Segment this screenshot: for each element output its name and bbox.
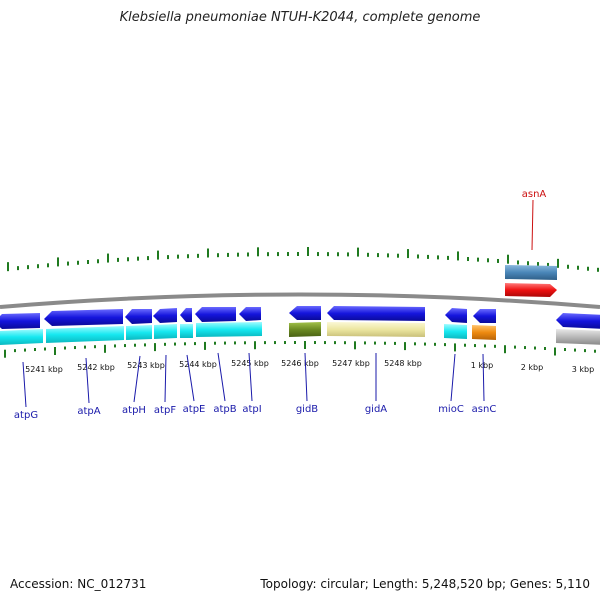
map-title: Klebsiella pneumoniae NTUH-K2044, comple… — [119, 10, 481, 25]
steel-feature — [505, 265, 557, 280]
cds-feature — [327, 306, 425, 321]
scale-label: 2 kbp — [521, 363, 543, 372]
leader-line — [133, 355, 141, 403]
feature-row-top — [505, 265, 557, 297]
cyan-feature — [180, 324, 193, 338]
cyan-feature — [196, 322, 262, 337]
topology-summary: Topology: circular; Length: 5,248,520 bp… — [260, 577, 590, 591]
cyan-feature — [0, 329, 43, 345]
gene-label: atpB — [213, 404, 236, 415]
feature-row-secondary — [0, 322, 600, 345]
cyan-feature — [126, 325, 152, 340]
cyan-feature — [46, 326, 124, 343]
khaki-feature — [327, 322, 425, 337]
scale-label: 5247 kbp — [332, 359, 370, 368]
asnA-feature — [505, 283, 557, 297]
gene-label: atpI — [242, 404, 261, 415]
leader-line — [450, 353, 456, 402]
leader-line — [482, 353, 485, 402]
cds-feature — [180, 308, 192, 322]
gene-label: gidB — [296, 404, 318, 415]
scale-labels: 5241 kbp 5242 kbp 5243 kbp 5244 kbp 5245 kbp… — [25, 359, 594, 374]
scale-label: 1 kbp — [471, 361, 493, 370]
accession-text: Accession: NC_012731 — [10, 577, 147, 591]
leader-line — [22, 361, 27, 408]
cds-feature — [153, 308, 177, 323]
leader-line — [248, 352, 253, 402]
gene-label: atpF — [154, 405, 176, 416]
cds-feature — [125, 309, 152, 324]
leader-line — [217, 352, 226, 402]
scale-label: 5244 kbp — [179, 360, 217, 369]
gene-label: gidA — [365, 404, 387, 415]
scale-label: 5246 kbp — [281, 359, 319, 368]
gene-label: atpE — [183, 404, 206, 415]
leader-line — [304, 352, 308, 402]
leader-line — [186, 354, 195, 402]
cds-feature — [44, 309, 123, 326]
cds-feature — [0, 313, 40, 329]
gene-label: asnC — [472, 404, 497, 415]
grey-feature — [556, 329, 600, 345]
gene-label: atpA — [77, 406, 100, 417]
leader-line — [85, 357, 90, 404]
cds-feature — [445, 308, 467, 323]
genome-backbone — [0, 292, 600, 309]
gene-label: mioC — [438, 404, 464, 415]
cds-feature — [289, 306, 321, 320]
cds-feature — [473, 309, 496, 323]
outer-tick-row — [7, 247, 599, 272]
gene-label: asnA — [522, 189, 547, 200]
cyan-feature — [154, 324, 177, 339]
scale-label: 5243 kbp — [127, 361, 165, 370]
cyan-feature — [444, 324, 467, 339]
scale-label: 5242 kbp — [77, 363, 115, 372]
cds-feature — [239, 307, 261, 321]
leader-line — [164, 354, 167, 403]
cds-feature — [195, 307, 236, 322]
cds-feature — [556, 313, 600, 329]
olive-feature — [289, 322, 321, 337]
scale-label: 3 kbp — [572, 365, 594, 374]
gene-label: atpG — [14, 410, 38, 421]
gene-labels: atpG atpA atpH atpF atpE atpB atpI gidB gidA mioC… — [14, 189, 546, 421]
inner-tick-row — [4, 341, 596, 358]
scale-label: 5241 kbp — [25, 365, 63, 374]
scale-label: 5248 kbp — [384, 359, 422, 368]
orange-feature — [472, 325, 496, 340]
cds-row-forward — [0, 306, 600, 329]
leader-line — [531, 199, 534, 251]
gene-label: atpH — [122, 405, 146, 416]
